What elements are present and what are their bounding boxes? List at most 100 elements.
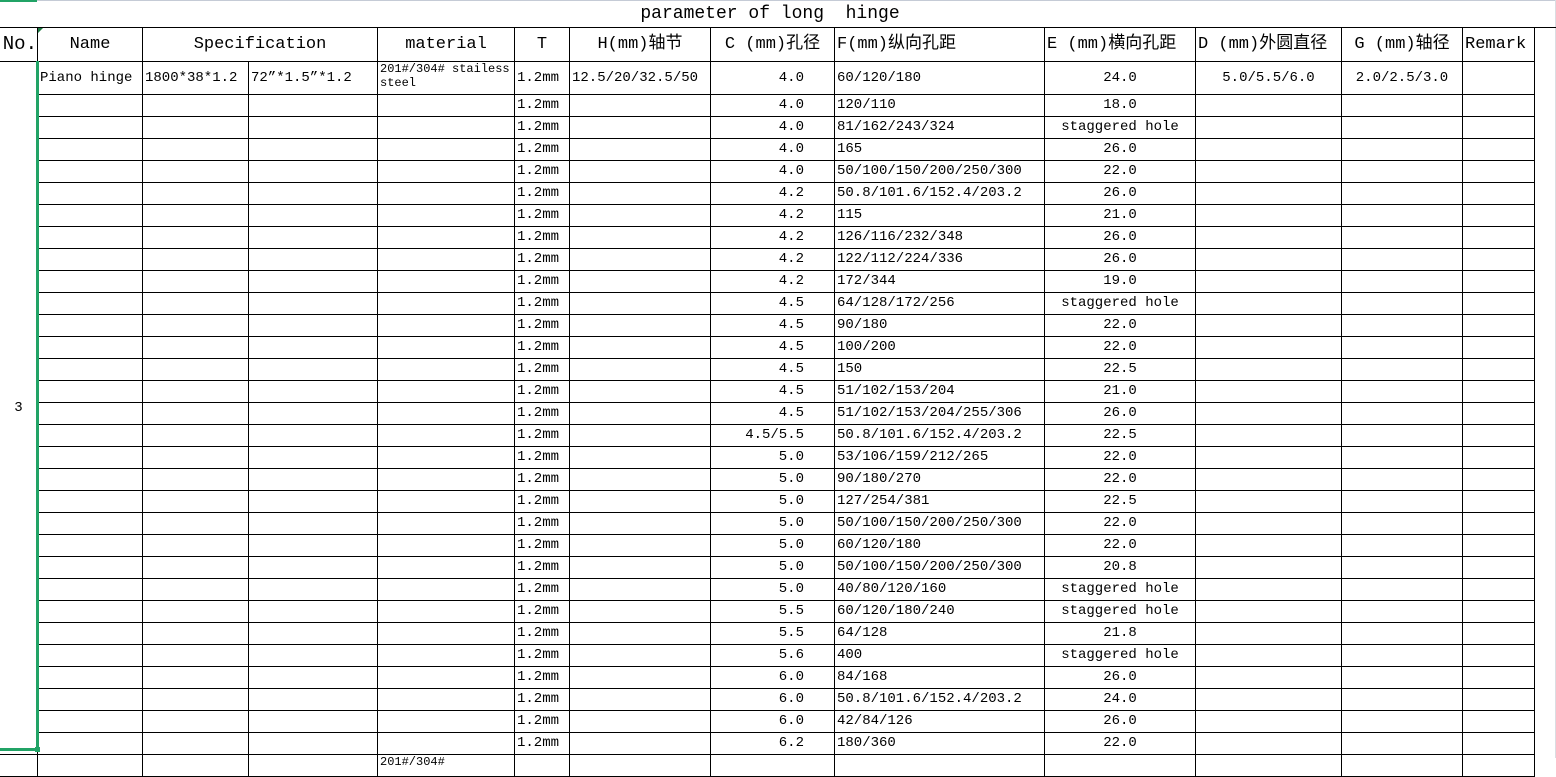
c-cell[interactable]: 4.2 — [710, 270, 835, 293]
g-cell[interactable] — [1341, 600, 1463, 623]
c-cell[interactable]: 5.0 — [710, 468, 835, 491]
d-cell[interactable] — [1195, 270, 1342, 293]
t-cell[interactable]: 1.2mm — [514, 644, 570, 667]
material-cell[interactable] — [377, 336, 515, 359]
t-cell[interactable]: 1.2mm — [514, 248, 570, 271]
material-cell[interactable] — [377, 468, 515, 491]
e-cell[interactable]: 19.0 — [1044, 270, 1196, 293]
spec-imperial-cell[interactable] — [248, 314, 378, 337]
c-cell[interactable]: 5.0 — [710, 534, 835, 557]
material-cell[interactable] — [377, 182, 515, 205]
material-cell[interactable] — [377, 512, 515, 535]
c-cell[interactable]: 4.5 — [710, 314, 835, 337]
t-cell[interactable]: 1.2mm — [514, 402, 570, 425]
spec-imperial-cell[interactable] — [248, 204, 378, 227]
header-h[interactable]: H(mm)轴节 — [569, 27, 711, 62]
name-cell[interactable] — [37, 534, 143, 557]
d-cell[interactable] — [1195, 446, 1342, 469]
h-cell[interactable] — [569, 732, 711, 755]
remark-cell[interactable] — [1462, 688, 1535, 711]
g-cell[interactable] — [1341, 644, 1463, 667]
remark-cell[interactable] — [1462, 292, 1535, 315]
header-f[interactable]: F(mm)纵向孔距 — [834, 27, 1045, 62]
c-cell[interactable]: 6.0 — [710, 688, 835, 711]
g-cell[interactable] — [1341, 248, 1463, 271]
d-cell[interactable] — [1195, 94, 1342, 117]
remark-cell[interactable] — [1462, 226, 1535, 249]
spec-metric-cell[interactable] — [142, 138, 249, 161]
f-cell[interactable]: 172/344 — [834, 270, 1045, 293]
e-cell[interactable]: 18.0 — [1044, 94, 1196, 117]
c-cell[interactable]: 4.5 — [710, 380, 835, 403]
d-cell[interactable] — [1195, 578, 1342, 601]
remark-cell[interactable] — [1462, 270, 1535, 293]
remark-cell[interactable] — [1462, 710, 1535, 733]
spec-imperial-cell[interactable] — [248, 534, 378, 557]
f-cell[interactable]: 60/120/180/240 — [834, 600, 1045, 623]
h-cell[interactable] — [569, 160, 711, 183]
header-e[interactable]: E (mm)横向孔距 — [1044, 27, 1196, 62]
f-cell[interactable]: 122/112/224/336 — [834, 248, 1045, 271]
g-cell[interactable] — [1341, 402, 1463, 425]
remark-cell[interactable] — [1462, 490, 1535, 513]
e-cell[interactable]: 22.0 — [1044, 534, 1196, 557]
t-cell[interactable]: 1.2mm — [514, 512, 570, 535]
g-cell[interactable] — [1341, 380, 1463, 403]
g-cell[interactable] — [1341, 138, 1463, 161]
g-cell[interactable] — [1341, 556, 1463, 579]
t-cell[interactable]: 1.2mm — [514, 226, 570, 249]
remark-cell[interactable] — [1462, 116, 1535, 139]
c-cell[interactable]: 6.0 — [710, 710, 835, 733]
e-cell[interactable]: 22.5 — [1044, 358, 1196, 381]
remark-cell[interactable] — [1462, 402, 1535, 425]
d-cell[interactable] — [1195, 710, 1342, 733]
e-cell[interactable]: 21.0 — [1044, 380, 1196, 403]
c-cell[interactable]: 6.0 — [710, 666, 835, 689]
f-cell[interactable]: 50/100/150/200/250/300 — [834, 160, 1045, 183]
name-cell[interactable] — [37, 160, 143, 183]
f-cell[interactable]: 126/116/232/348 — [834, 226, 1045, 249]
h-cell[interactable] — [569, 446, 711, 469]
remark-cell[interactable] — [1462, 94, 1535, 117]
name-cell[interactable] — [37, 292, 143, 315]
t-cell[interactable]: 1.2mm — [514, 490, 570, 513]
d-cell[interactable] — [1195, 622, 1342, 645]
e-cell[interactable]: 22.0 — [1044, 468, 1196, 491]
spec-imperial-cell[interactable] — [248, 622, 378, 645]
e-cell[interactable]: staggered hole — [1044, 600, 1196, 623]
header-material[interactable]: material — [377, 27, 515, 62]
remark-cell[interactable] — [1462, 336, 1535, 359]
d-cell[interactable] — [1195, 204, 1342, 227]
f-cell[interactable]: 50/100/150/200/250/300 — [834, 512, 1045, 535]
t-cell[interactable]: 1.2mm — [514, 446, 570, 469]
spec-imperial-cell[interactable] — [248, 578, 378, 601]
e-cell[interactable]: 26.0 — [1044, 248, 1196, 271]
h-cell[interactable] — [569, 248, 711, 271]
material-cell[interactable] — [377, 424, 515, 447]
g-cell[interactable] — [1341, 424, 1463, 447]
spec-metric-cell[interactable] — [142, 490, 249, 513]
name-cell[interactable] — [37, 424, 143, 447]
e-cell[interactable]: 22.5 — [1044, 490, 1196, 513]
material-cell[interactable] — [377, 358, 515, 381]
remark-cell[interactable] — [1462, 358, 1535, 381]
e-cell[interactable]: staggered hole — [1044, 292, 1196, 315]
e-cell[interactable]: 24.0 — [1044, 61, 1196, 95]
h-cell[interactable] — [569, 556, 711, 579]
h-cell[interactable] — [569, 226, 711, 249]
material-cell[interactable] — [377, 270, 515, 293]
spec-metric-cell[interactable] — [142, 248, 249, 271]
spec-metric-cell[interactable] — [142, 688, 249, 711]
h-cell[interactable] — [569, 270, 711, 293]
empty-column[interactable] — [1534, 27, 1556, 759]
c-cell[interactable]: 4.5 — [710, 292, 835, 315]
d-cell[interactable] — [1195, 490, 1342, 513]
spec-imperial-cell[interactable] — [248, 336, 378, 359]
e-cell[interactable]: 22.0 — [1044, 446, 1196, 469]
h-cell[interactable] — [569, 512, 711, 535]
material-cell[interactable] — [377, 380, 515, 403]
spec-metric-cell[interactable]: 1800*38*1.2 — [142, 61, 249, 95]
f-cell[interactable]: 42/84/126 — [834, 710, 1045, 733]
material-cell[interactable] — [377, 292, 515, 315]
t-cell[interactable]: 1.2mm — [514, 556, 570, 579]
